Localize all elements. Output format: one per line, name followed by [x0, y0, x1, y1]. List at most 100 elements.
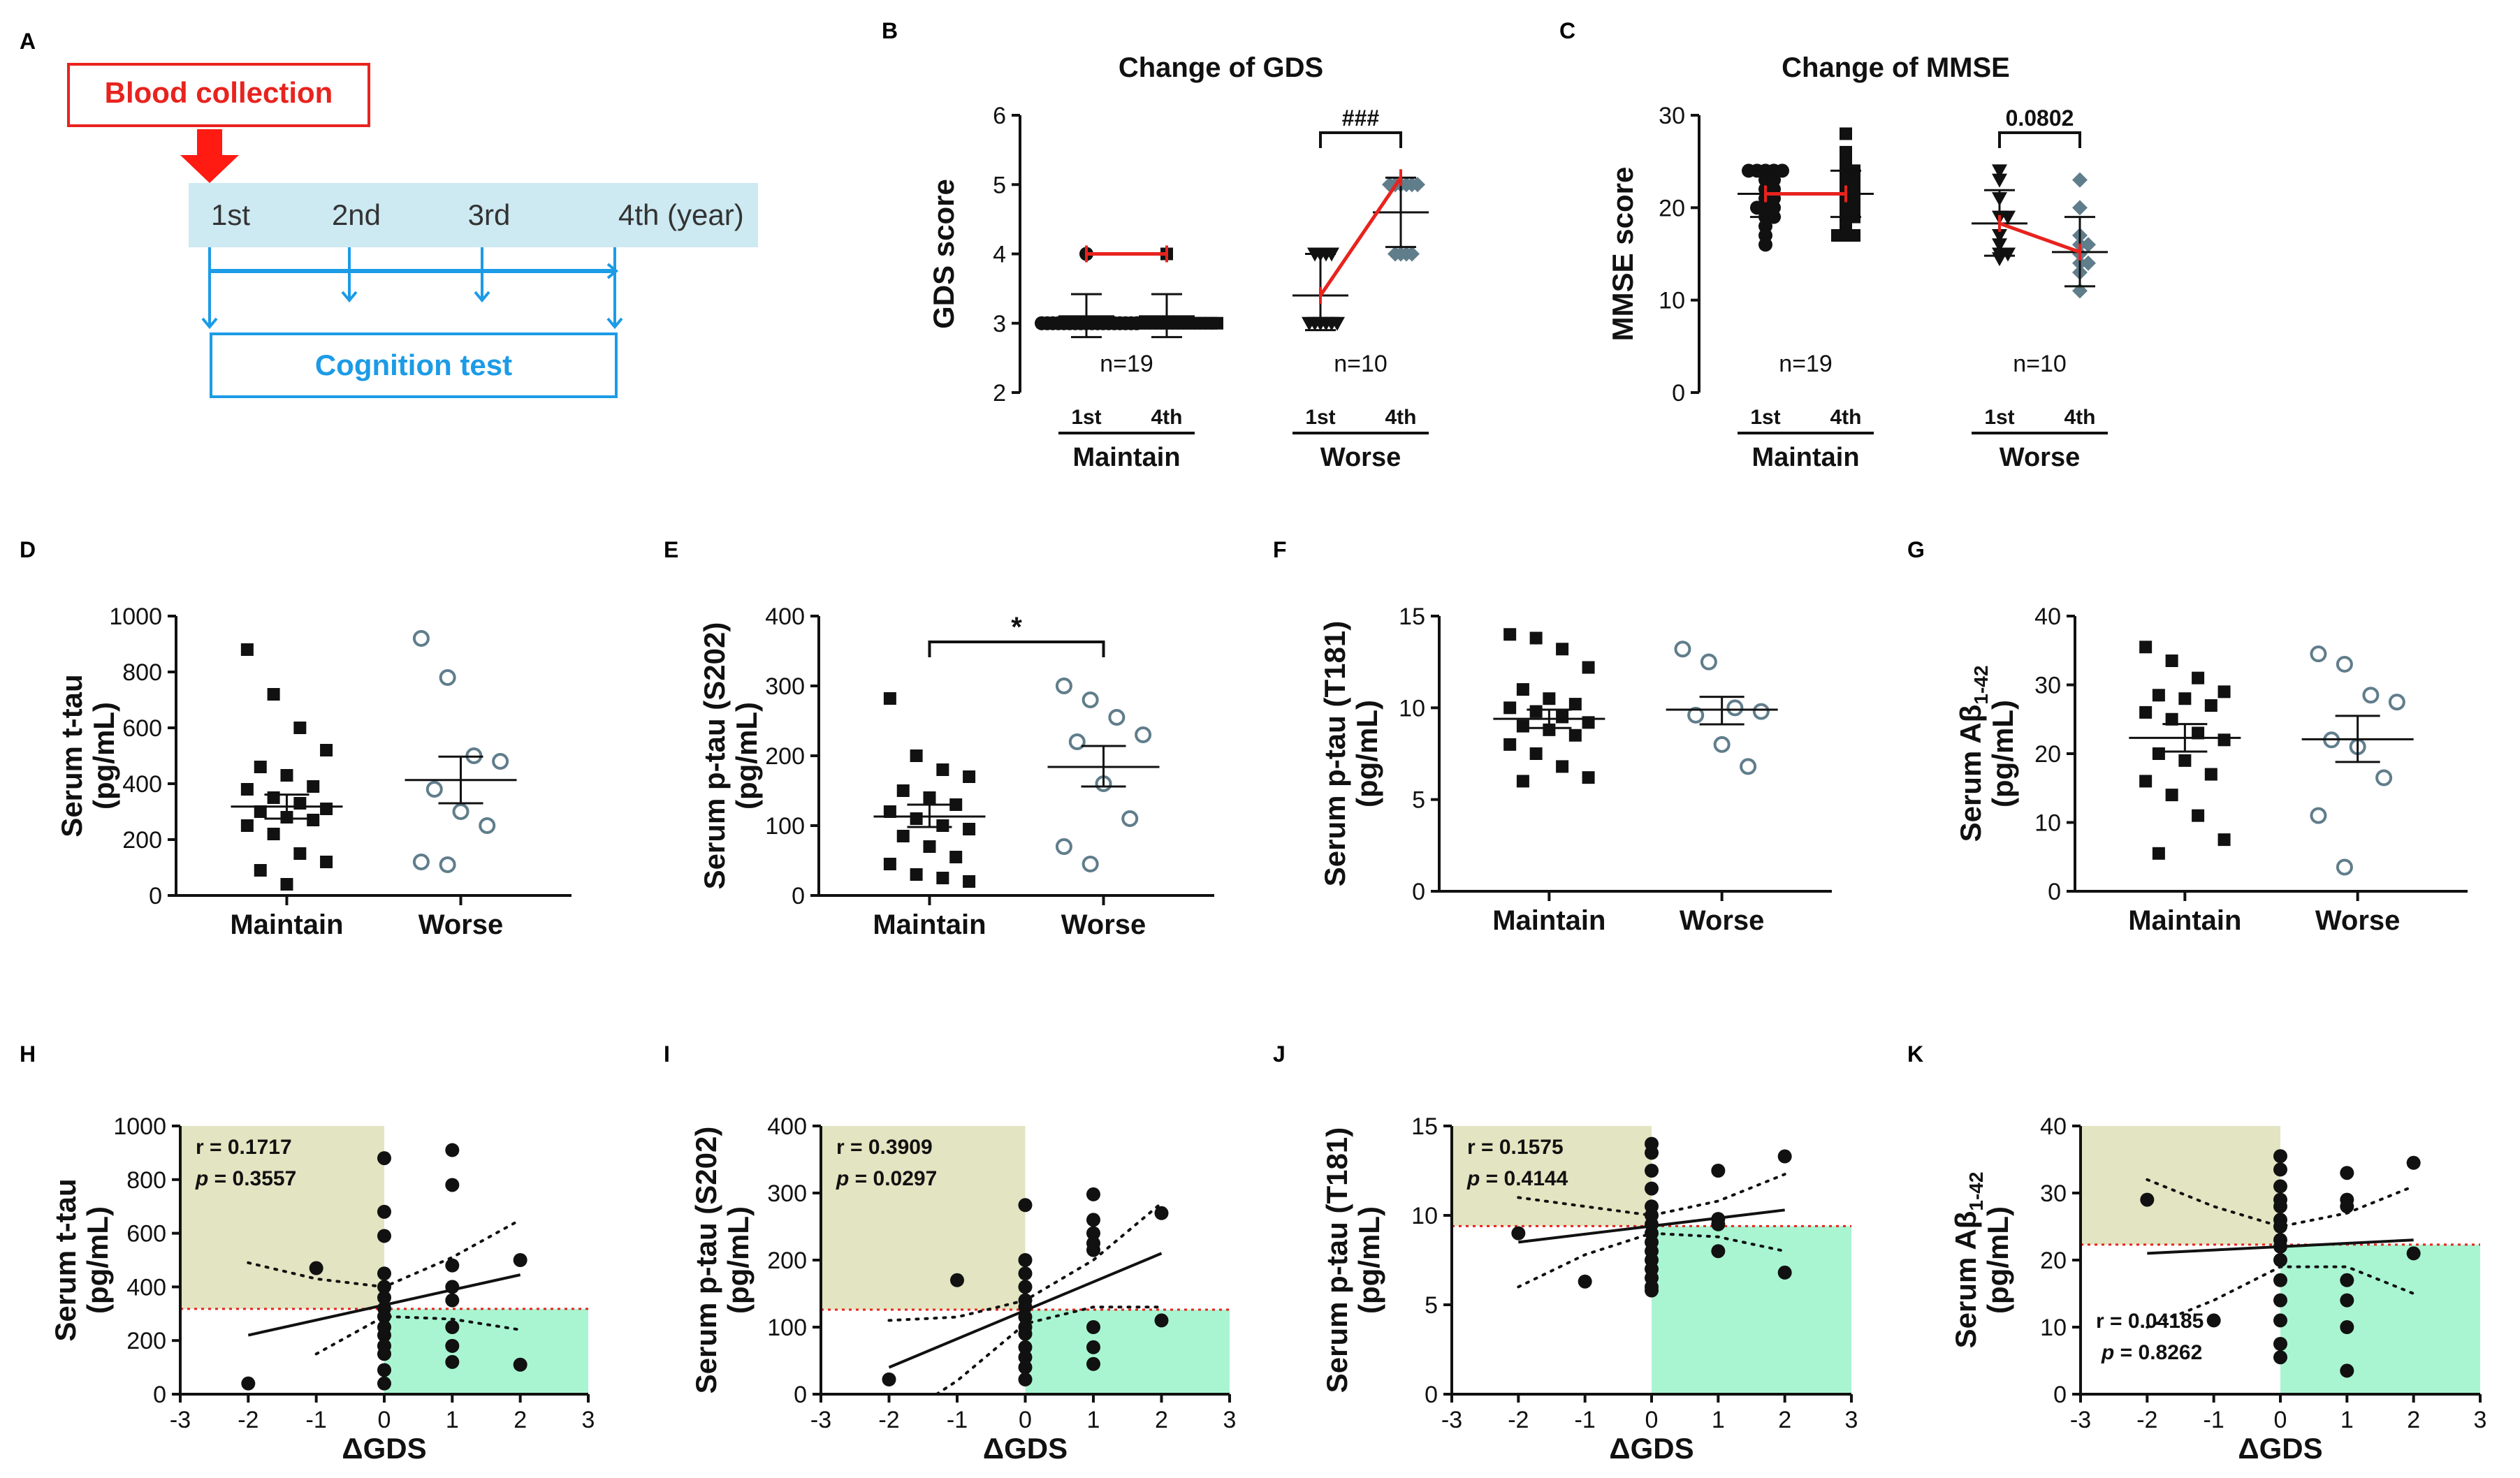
x-tick-label: 0 [1019, 1407, 1032, 1433]
data-point [1154, 1206, 1169, 1220]
data-point [1840, 127, 1852, 140]
data-point [377, 1347, 391, 1361]
data-point [1081, 856, 1099, 872]
data-point [1018, 1198, 1033, 1213]
x-tick-label: 3 [582, 1407, 595, 1433]
n-label: n=19 [1779, 351, 1833, 377]
y-tick-label: 30 [2034, 673, 2061, 699]
data-point [1740, 758, 1757, 775]
data-point [1018, 1360, 1033, 1375]
year-label-4: 4th (year) [618, 198, 744, 231]
data-point [1742, 163, 1756, 178]
data-point [2340, 1293, 2354, 1308]
data-point [2273, 1149, 2287, 1164]
timepoint-label: 1st [1750, 406, 1780, 429]
data-point [2072, 172, 2088, 188]
data-point [1992, 173, 2007, 188]
data-point [1568, 698, 1582, 711]
significance-bracket [928, 641, 1105, 657]
y-tick-label: 2 [993, 380, 1006, 407]
data-point [2152, 689, 2165, 702]
x-tick-label: -1 [947, 1407, 968, 1433]
data-point [2340, 1363, 2354, 1378]
y-tick-label: 1000 [109, 603, 162, 630]
significance-label: 0.0802 [2006, 105, 2074, 131]
y-tick-label: 100 [765, 813, 805, 840]
data-point [439, 856, 456, 873]
year-label-2: 2nd [332, 198, 381, 231]
y-tick-label: 40 [2040, 1113, 2067, 1140]
x-tick-label: 3 [1223, 1407, 1237, 1433]
data-point [2388, 694, 2405, 711]
data-point [1068, 733, 1086, 750]
data-point [267, 688, 280, 701]
data-point [2139, 775, 2153, 788]
y-tick-label: 400 [122, 771, 162, 798]
panel-letter-e: E [664, 537, 678, 562]
data-point [1645, 1181, 1659, 1196]
y-tick-label: 600 [122, 715, 162, 742]
data-point [2273, 1199, 2287, 1214]
data-point [1516, 775, 1529, 788]
data-point [1035, 316, 1049, 330]
data-point [1211, 316, 1223, 330]
data-point [1775, 163, 1789, 178]
data-point [320, 803, 333, 815]
x-axis-label: ΔGDS [342, 1432, 426, 1465]
data-point [963, 823, 976, 835]
timepoint-label: 1st [1984, 406, 2014, 429]
p-value: p = 0.0297 [836, 1167, 937, 1190]
data-point [2152, 847, 2165, 860]
y-tick-label: 10 [2040, 1315, 2067, 1341]
x-tick-label: 1 [1087, 1407, 1100, 1433]
data-point [1086, 1187, 1100, 1201]
y-tick-label: 400 [126, 1274, 166, 1301]
data-point [1330, 316, 1345, 331]
significance-label: * [1011, 612, 1022, 643]
y-tick-label: 400 [767, 1113, 807, 1140]
data-point [2310, 645, 2327, 663]
x-tick-label: -1 [2204, 1407, 2224, 1433]
data-point [1135, 726, 1152, 743]
p-value: p = 0.8262 [2101, 1341, 2202, 1364]
group-label: Worse [2000, 443, 2080, 472]
y-axis-label: Serum Aβ1-42 [1954, 666, 1992, 842]
data-point [1410, 177, 1425, 193]
data-point [240, 819, 254, 832]
data-point [1578, 1274, 1592, 1289]
panel-letter-a: A [20, 29, 36, 54]
chart-title: Change of MMSE [1782, 52, 2010, 83]
x-tick-label: 2 [1155, 1407, 1168, 1433]
data-point [910, 868, 923, 881]
y-tick-label: 10 [1659, 288, 1685, 314]
chart-b: 2 3 4 5 6 Change of GDS GDS score 1st 4th 1st 4th M… [927, 52, 1429, 472]
data-point [1992, 164, 2007, 179]
y-tick-label: 600 [126, 1221, 166, 1247]
data-point [1018, 1350, 1033, 1365]
data-point [1700, 653, 1717, 671]
data-point [1302, 316, 1317, 331]
y-tick-label: 400 [765, 603, 805, 630]
data-point [2273, 1162, 2287, 1177]
data-point [309, 1261, 323, 1275]
data-point [452, 803, 469, 820]
data-point [882, 1372, 896, 1386]
data-point [1511, 1226, 1526, 1241]
data-point [445, 1320, 460, 1334]
chart-e: 0 100 200 300 400 Serum p-tau (S202) (pg/mL) Ma… [698, 603, 1214, 940]
r-value: r = 0.1575 [1467, 1136, 1564, 1159]
data-point [949, 798, 963, 811]
data-point [439, 669, 456, 686]
data-point [2165, 712, 2178, 726]
timepoint-label: 4th [1830, 406, 1862, 429]
r-value: r = 0.1717 [196, 1136, 292, 1159]
blood-collection-box [67, 63, 370, 127]
data-point [1055, 838, 1072, 855]
data-point [1777, 1149, 1792, 1164]
y-axis-label: Serum p-tau (S202) [698, 622, 731, 890]
data-point [1568, 729, 1582, 742]
data-point [377, 1309, 391, 1324]
y-tick-label: 0 [1412, 879, 1425, 905]
data-point [950, 1273, 964, 1287]
y-axis-label: (pg/mL) [1986, 700, 2019, 807]
